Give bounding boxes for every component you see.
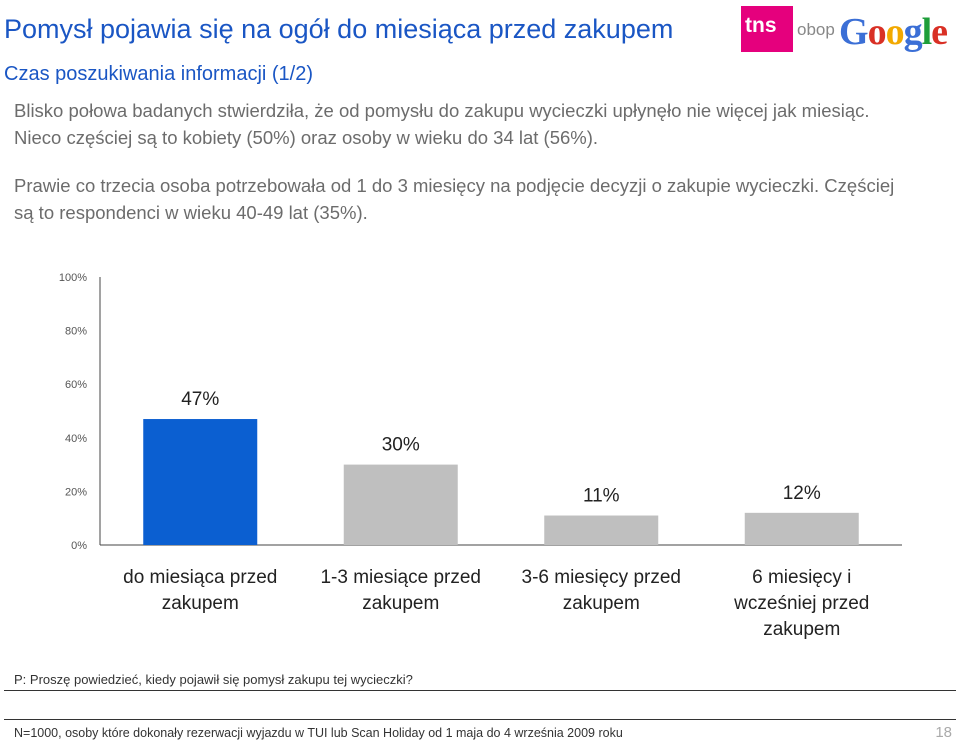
bar <box>143 419 258 545</box>
x-category-label: 6 miesięcy i <box>752 567 851 588</box>
x-category-label: 1-3 miesiące przed <box>320 567 481 588</box>
bar-value-label: 47% <box>181 389 219 410</box>
survey-question: P: Proszę powiedzieć, kiedy pojawił się … <box>14 672 413 687</box>
divider <box>4 719 956 720</box>
x-category-label: zakupem <box>763 619 840 640</box>
divider <box>4 690 956 691</box>
bar-value-label: 30% <box>382 435 420 456</box>
x-category-label: 3-6 miesięcy przed <box>522 567 681 588</box>
summary-paragraph-1: Blisko połowa badanych stwierdziła, że o… <box>14 100 870 148</box>
x-category-label: zakupem <box>362 593 439 614</box>
y-tick-label: 100% <box>59 272 87 284</box>
y-tick-label: 40% <box>65 433 87 445</box>
page-title: Pomysł pojawia się na ogół do miesiąca p… <box>4 14 674 44</box>
x-category-label: zakupem <box>162 593 239 614</box>
summary-paragraph-2: Prawie co trzecia osoba potrzebowała od … <box>14 175 895 223</box>
obop-logo-text: obop <box>797 20 835 39</box>
page-subtitle: Czas poszukiwania informacji (1/2) <box>4 63 314 85</box>
bar <box>544 515 659 545</box>
footnote: N=1000, osoby które dokonały rezerwacji … <box>14 726 623 740</box>
y-tick-label: 60% <box>65 379 87 391</box>
y-tick-label: 80% <box>65 326 87 338</box>
y-tick-label: 0% <box>71 540 87 552</box>
bar <box>744 512 859 545</box>
logo-group: tns obop Google <box>741 6 956 58</box>
page-number: 18 <box>935 724 952 741</box>
x-category-label: wcześniej przed <box>733 593 869 614</box>
x-category-label: zakupem <box>563 593 640 614</box>
bar <box>343 464 458 545</box>
bar-value-label: 11% <box>583 486 620 507</box>
bar-value-label: 12% <box>783 483 821 504</box>
x-category-label: do miesiąca przed <box>123 567 277 588</box>
tns-logo-text: tns <box>745 14 777 37</box>
google-logo: Google <box>839 11 948 53</box>
y-tick-label: 20% <box>65 486 87 498</box>
tns-logo: tns <box>741 6 793 52</box>
